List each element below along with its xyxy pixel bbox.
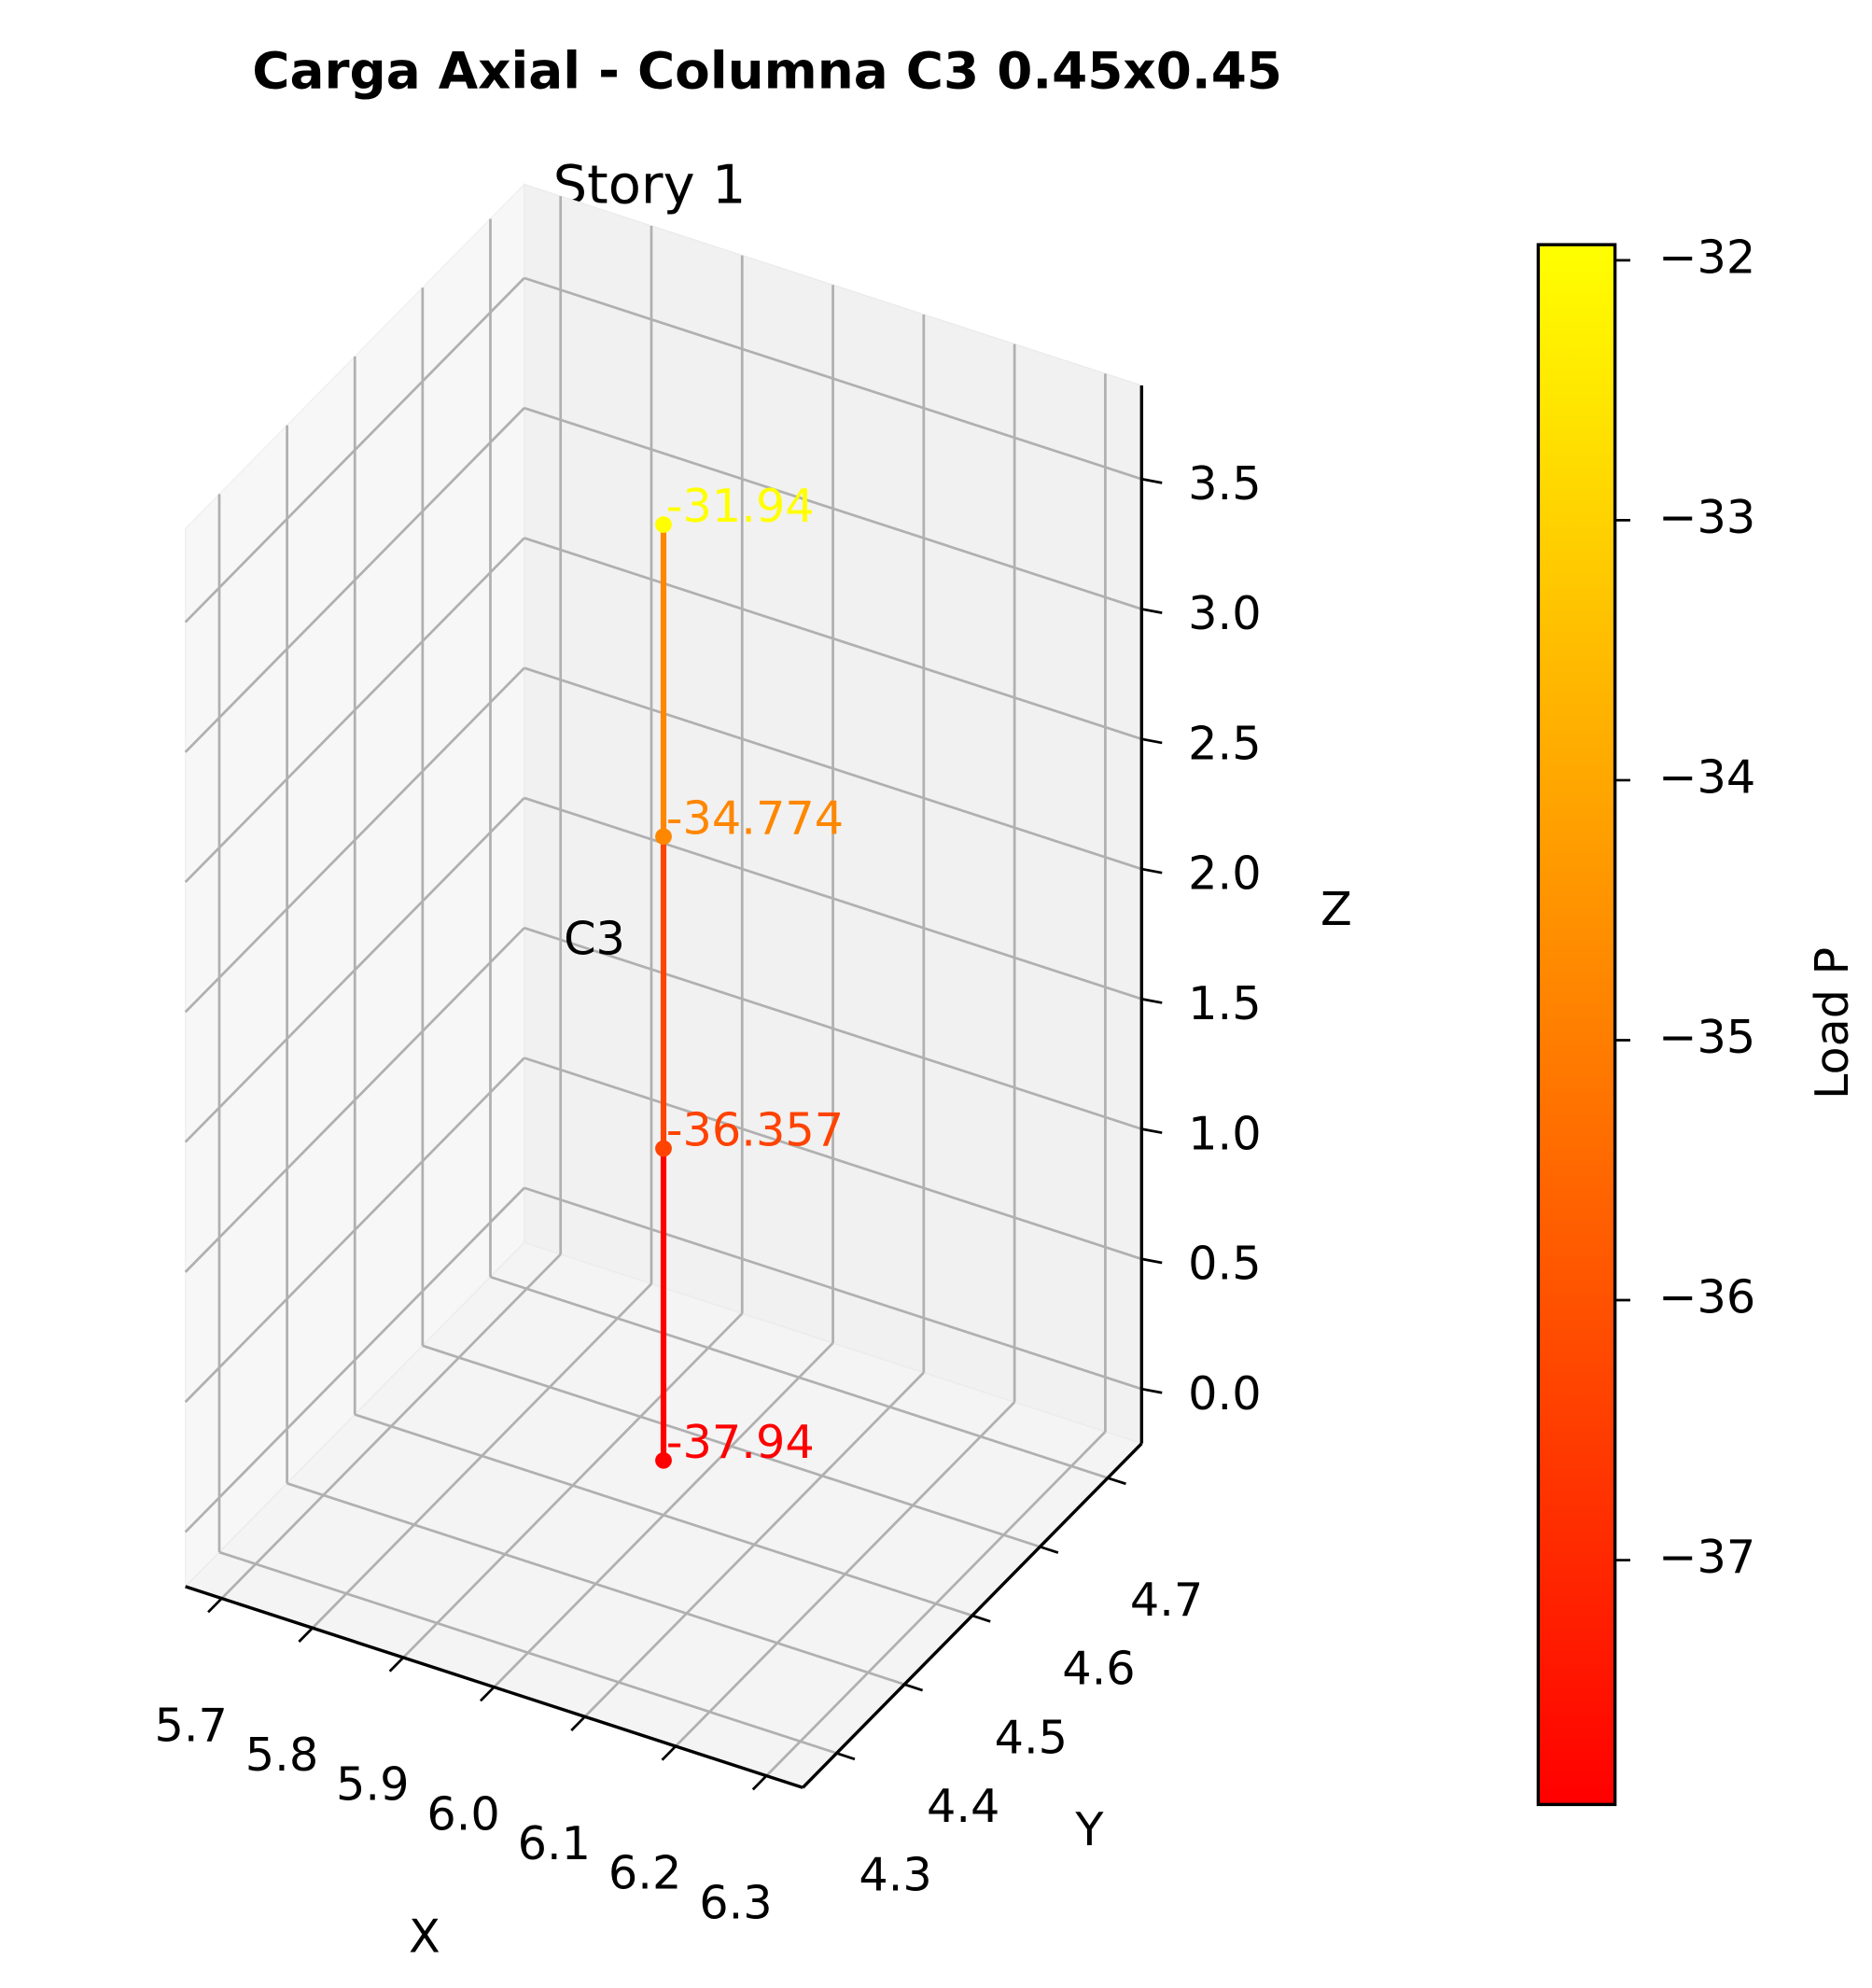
x-tick-label: 6.3 <box>699 1875 772 1929</box>
x-tick <box>751 1774 768 1791</box>
x-tick <box>479 1686 496 1702</box>
z-tick <box>1141 1387 1163 1394</box>
z-tick-label: 3.0 <box>1188 586 1261 640</box>
grid-line <box>354 1413 973 1617</box>
y-axis-label: Y <box>1074 1802 1104 1856</box>
z-axis-label: Z <box>1320 882 1352 936</box>
grid-line <box>524 1057 1142 1261</box>
x-tick <box>388 1656 405 1673</box>
z-tick <box>1141 477 1163 484</box>
grid-line <box>286 1482 905 1687</box>
colorbar-tick-label: −36 <box>1658 1270 1755 1324</box>
z-tick-label: 1.0 <box>1188 1106 1261 1160</box>
chart-title: Carga Axial - Columna C3 0.45x0.45 <box>252 40 1282 100</box>
grid-line <box>524 926 1142 1130</box>
grid-line <box>184 537 525 884</box>
x-tick <box>570 1715 586 1731</box>
z-tick <box>1141 737 1163 745</box>
load-point <box>655 1451 672 1469</box>
grid-line <box>524 666 1142 871</box>
x-tick-label: 5.8 <box>245 1728 318 1782</box>
x-tick <box>298 1627 314 1643</box>
load-label: -37.94 <box>666 1415 815 1469</box>
grid-line <box>184 796 525 1143</box>
y-tick <box>1039 1545 1059 1554</box>
colorbar-tick-label: −33 <box>1658 490 1755 544</box>
x-axis <box>185 1585 803 1789</box>
x-tick-label: 5.7 <box>154 1698 227 1752</box>
x-tick-label: 6.0 <box>426 1786 499 1841</box>
grid-line <box>422 1344 1041 1548</box>
z-tick <box>1141 998 1163 1004</box>
load-label: -36.357 <box>666 1103 844 1157</box>
grid-line <box>184 1186 525 1533</box>
colorbar-tick-label: −35 <box>1658 1010 1755 1064</box>
y-tick-label: 4.5 <box>995 1710 1068 1764</box>
grid-line <box>218 1550 837 1755</box>
load-label: -31.94 <box>666 479 815 533</box>
z-tick-label: 2.5 <box>1188 717 1261 771</box>
y-axis <box>802 1442 1143 1789</box>
colorbar-tick-label: −32 <box>1658 230 1755 284</box>
y-tick-label: 4.4 <box>927 1779 999 1833</box>
colorbar <box>1536 243 1617 1807</box>
load-label: -34.774 <box>666 791 844 845</box>
x-tick <box>661 1745 678 1761</box>
x-axis-label: X <box>409 1910 440 1964</box>
colorbar-tick-label: −34 <box>1658 750 1755 805</box>
load-point <box>655 516 672 533</box>
y-tick <box>1107 1477 1126 1486</box>
grid-line <box>184 927 525 1273</box>
grid-line <box>184 407 525 753</box>
grid-line <box>524 537 1142 741</box>
grid-line <box>524 406 1142 610</box>
grid-line <box>184 1057 525 1404</box>
x-tick <box>207 1597 223 1614</box>
colorbar-label: Load P <box>1805 947 1859 1099</box>
grid-line <box>184 276 525 623</box>
z-tick-label: 3.5 <box>1188 456 1261 511</box>
grid-line <box>524 796 1142 1001</box>
y-tick-label: 4.7 <box>1130 1573 1203 1627</box>
colorbar-tick-label: −37 <box>1658 1530 1755 1584</box>
load-point <box>655 828 672 846</box>
z-tick <box>1141 608 1163 614</box>
grid-line <box>184 666 525 1014</box>
z-tick <box>1141 1257 1163 1265</box>
grid-line <box>524 1186 1142 1391</box>
x-tick-label: 6.1 <box>518 1816 591 1870</box>
grid-line <box>524 276 1142 481</box>
annotation: C3 <box>564 911 625 965</box>
y-tick <box>836 1752 856 1761</box>
z-tick-label: 2.0 <box>1188 847 1261 901</box>
z-tick <box>1141 1127 1163 1135</box>
y-tick-label: 4.3 <box>859 1848 931 1902</box>
y-tick <box>971 1614 991 1623</box>
load-point <box>655 1140 672 1157</box>
z-tick-label: 1.5 <box>1188 976 1261 1030</box>
x-tick-label: 5.9 <box>336 1757 409 1812</box>
grid-line <box>490 1275 1109 1479</box>
x-tick-label: 6.2 <box>608 1846 681 1900</box>
y-tick-label: 4.6 <box>1062 1642 1135 1696</box>
z-tick <box>1141 867 1163 875</box>
y-tick <box>903 1683 924 1692</box>
z-tick-label: 0.0 <box>1188 1366 1261 1421</box>
z-tick-label: 0.5 <box>1188 1237 1261 1291</box>
